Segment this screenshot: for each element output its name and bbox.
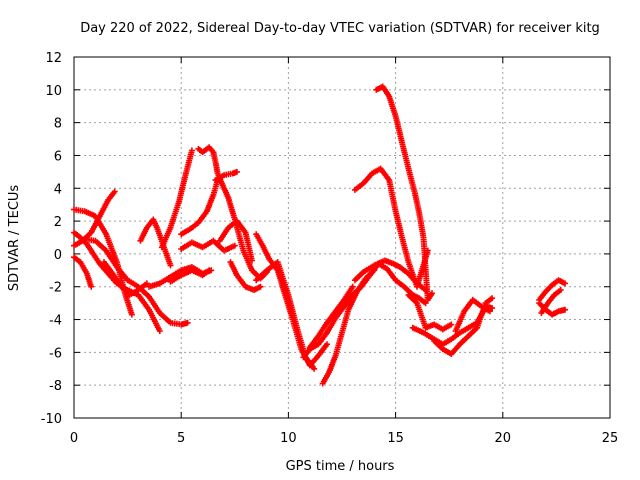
y-tick-label: -10 xyxy=(41,412,62,427)
series-markers xyxy=(253,231,330,369)
y-tick-label: -4 xyxy=(49,314,62,329)
series-markers xyxy=(212,168,240,184)
series-markers xyxy=(137,216,174,269)
y-tick-label: -6 xyxy=(49,346,62,361)
series-markers xyxy=(351,165,431,290)
x-axis-label: GPS time / hours xyxy=(286,459,395,474)
y-tick-label: 2 xyxy=(54,215,62,230)
plot-border xyxy=(73,56,611,419)
y-tick-label: 12 xyxy=(45,51,62,66)
y-tick-label: 0 xyxy=(54,248,62,263)
chart-title: Day 220 of 2022, Sidereal Day-to-day VTE… xyxy=(80,21,600,36)
series-markers xyxy=(216,218,255,264)
series-markers xyxy=(178,177,221,238)
y-tick-label: 6 xyxy=(54,149,62,164)
x-axis-ticks: 0 5 10 15 20 25 xyxy=(70,57,618,446)
series-markers xyxy=(158,147,195,251)
series-markers xyxy=(195,144,270,282)
data-points xyxy=(71,83,568,387)
series-arc28 xyxy=(452,296,493,334)
series-markers xyxy=(167,267,213,285)
series-markers xyxy=(71,254,95,290)
x-tick-label: 15 xyxy=(387,431,404,446)
series-markers xyxy=(452,296,493,334)
series-arc4 xyxy=(71,254,95,290)
y-tick-label: 8 xyxy=(54,117,62,132)
series-arc15 xyxy=(216,218,255,264)
series-markers xyxy=(178,237,238,254)
series-arc12 xyxy=(178,177,221,238)
series-arc29 xyxy=(536,277,568,303)
series-arc6 xyxy=(101,259,150,298)
x-tick-label: 20 xyxy=(495,431,512,446)
grid-lines xyxy=(74,57,610,418)
series-arc21 xyxy=(306,283,356,351)
series-markers xyxy=(227,259,264,293)
series-arc17 xyxy=(253,231,330,369)
x-tick-label: 0 xyxy=(70,431,78,446)
series-arc13 xyxy=(195,144,270,282)
series-arc14 xyxy=(212,168,240,184)
series-markers xyxy=(306,283,356,351)
series-markers xyxy=(319,267,378,387)
plot-frame xyxy=(73,56,611,419)
series-arc27 xyxy=(431,295,496,357)
series-arc24 xyxy=(351,165,431,290)
series-arc31 xyxy=(538,287,564,316)
series-arc9 xyxy=(158,147,195,251)
y-tick-label: -2 xyxy=(49,281,62,296)
y-tick-label: 10 xyxy=(45,84,62,99)
series-markers xyxy=(101,259,150,298)
series-arc10 xyxy=(167,267,213,285)
x-tick-label: 5 xyxy=(177,431,185,446)
series-markers xyxy=(536,277,568,303)
x-tick-label: 10 xyxy=(280,431,297,446)
y-axis-label: SDTVAR / TECUs xyxy=(7,185,22,292)
series-markers xyxy=(405,291,455,333)
series-arc7 xyxy=(137,216,174,269)
series-arc25 xyxy=(405,291,455,333)
y-axis-ticks: -10 -8 -6 -4 -2 0 2 4 6 8 10 12 xyxy=(41,51,610,427)
series-markers xyxy=(431,295,496,357)
x-tick-label: 25 xyxy=(602,431,619,446)
y-tick-label: -8 xyxy=(49,379,62,394)
series-arc20 xyxy=(319,267,378,387)
series-arc16 xyxy=(227,259,264,293)
y-tick-label: 4 xyxy=(54,182,62,197)
series-markers xyxy=(538,287,564,316)
series-arc11 xyxy=(178,237,238,254)
